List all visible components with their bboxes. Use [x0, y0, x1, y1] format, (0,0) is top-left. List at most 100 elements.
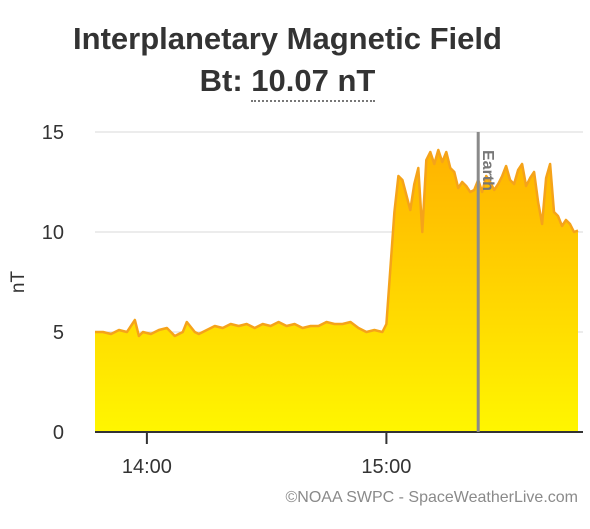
bt-data-point[interactable] [533, 171, 535, 173]
bt-data-point[interactable] [401, 179, 403, 181]
bt-data-point[interactable] [397, 175, 399, 177]
bt-data-point[interactable] [497, 183, 499, 185]
bt-data-point[interactable] [553, 211, 555, 213]
bt-data-point[interactable] [417, 167, 419, 169]
bt-data-point[interactable] [206, 329, 208, 331]
chart-title-block: Interplanetary Magnetic Field Bt: 10.07 … [0, 18, 575, 102]
bt-data-point[interactable] [569, 223, 571, 225]
bt-data-point[interactable] [469, 191, 471, 193]
y-axis-title: nT [8, 271, 29, 294]
bt-data-point[interactable] [513, 183, 515, 185]
bt-data-point[interactable] [437, 149, 439, 151]
bt-area-fill [95, 150, 578, 432]
bt-data-point[interactable] [433, 163, 435, 165]
bt-data-point[interactable] [357, 327, 359, 329]
bt-data-point[interactable] [505, 165, 507, 167]
bt-data-point[interactable] [166, 327, 168, 329]
bt-data-point[interactable] [118, 329, 120, 331]
bt-data-point[interactable] [385, 323, 387, 325]
bt-data-point[interactable] [198, 333, 200, 335]
bt-data-point[interactable] [549, 163, 551, 165]
bt-data-point[interactable] [373, 329, 375, 331]
bt-data-point[interactable] [194, 331, 196, 333]
bt-data-point[interactable] [94, 331, 96, 333]
bt-data-point[interactable] [449, 167, 451, 169]
bt-data-point[interactable] [134, 319, 136, 321]
tick-labels: 0 5 10 15 nT 14:00 15:00 [8, 122, 411, 478]
chart-title: Interplanetary Magnetic Field [73, 21, 502, 56]
bt-data-point[interactable] [182, 331, 184, 333]
bt-data-point[interactable] [245, 323, 247, 325]
bt-data-point[interactable] [565, 219, 567, 221]
bt-data-point[interactable] [214, 325, 216, 327]
bt-data-point[interactable] [473, 189, 475, 191]
bt-data-point[interactable] [429, 151, 431, 153]
y-tick-label: 5 [53, 322, 64, 344]
bt-data-point[interactable] [277, 321, 279, 323]
bt-data-point[interactable] [509, 179, 511, 181]
earth-marker-label: Earth [479, 150, 496, 191]
bt-data-point[interactable] [253, 327, 255, 329]
bt-data-point[interactable] [186, 321, 188, 323]
bt-series-line[interactable] [95, 148, 579, 338]
bt-data-point[interactable] [517, 169, 519, 171]
bt-data-point[interactable] [138, 335, 140, 337]
bt-data-point[interactable] [573, 231, 575, 233]
bt-data-point[interactable] [325, 321, 327, 323]
bt-data-point[interactable] [525, 185, 527, 187]
bt-data-point[interactable] [461, 181, 463, 183]
earth-annotation: Earth [476, 132, 496, 432]
bt-data-point[interactable] [481, 191, 483, 193]
axes [95, 431, 583, 444]
y-tick-label: 15 [42, 122, 64, 144]
bt-data-point[interactable] [465, 185, 467, 187]
bt-data-point[interactable] [230, 323, 232, 325]
credit-text[interactable]: ©NOAA SWPC - SpaceWeatherLive.com [285, 489, 578, 506]
bt-data-point[interactable] [441, 161, 443, 163]
bt-data-point[interactable] [174, 335, 176, 337]
bt-data-point[interactable] [445, 151, 447, 153]
bt-data-point[interactable] [413, 183, 415, 185]
bt-data-point[interactable] [333, 323, 335, 325]
bt-data-point[interactable] [381, 331, 383, 333]
bt-data-point[interactable] [238, 325, 240, 327]
bt-data-point[interactable] [126, 331, 128, 333]
bt-data-point[interactable] [521, 163, 523, 165]
bt-value[interactable]: 10.07 nT [251, 63, 376, 102]
bt-data-point[interactable] [285, 325, 287, 327]
bt-data-point[interactable] [269, 325, 271, 327]
bt-data-point[interactable] [365, 331, 367, 333]
bt-data-point[interactable] [142, 331, 144, 333]
bt-data-point[interactable] [110, 333, 112, 335]
bt-data-point[interactable] [421, 231, 423, 233]
bt-data-point[interactable] [150, 333, 152, 335]
bt-data-point[interactable] [317, 325, 319, 327]
bt-data-point[interactable] [501, 175, 503, 177]
chart-subtitle: Bt: 10.07 nT [0, 60, 575, 102]
bt-data-point[interactable] [309, 325, 311, 327]
bt-data-point[interactable] [425, 159, 427, 161]
bt-data-point[interactable] [545, 177, 547, 179]
bt-data-point[interactable] [293, 323, 295, 325]
bt-data-point[interactable] [349, 321, 351, 323]
bt-data-point[interactable] [529, 177, 531, 179]
bt-data-point[interactable] [577, 229, 579, 231]
bt-data-point[interactable] [409, 209, 411, 211]
bt-data-point[interactable] [561, 225, 563, 227]
bt-data-point[interactable] [301, 327, 303, 329]
bt-data-point[interactable] [222, 327, 224, 329]
bt-data-point[interactable] [541, 223, 543, 225]
bt-data-point[interactable] [102, 331, 104, 333]
bt-data-point[interactable] [341, 323, 343, 325]
x-tick-label: 15:00 [361, 456, 411, 478]
x-tick-label: 14:00 [122, 456, 172, 478]
bt-data-point[interactable] [158, 329, 160, 331]
bt-data-point[interactable] [537, 201, 539, 203]
bt-data-point[interactable] [457, 187, 459, 189]
y-tick-label: 0 [53, 422, 64, 444]
bt-data-point[interactable] [557, 215, 559, 217]
bt-data-point[interactable] [453, 171, 455, 173]
bt-data-point[interactable] [261, 323, 263, 325]
bt-data-point[interactable] [393, 211, 395, 213]
